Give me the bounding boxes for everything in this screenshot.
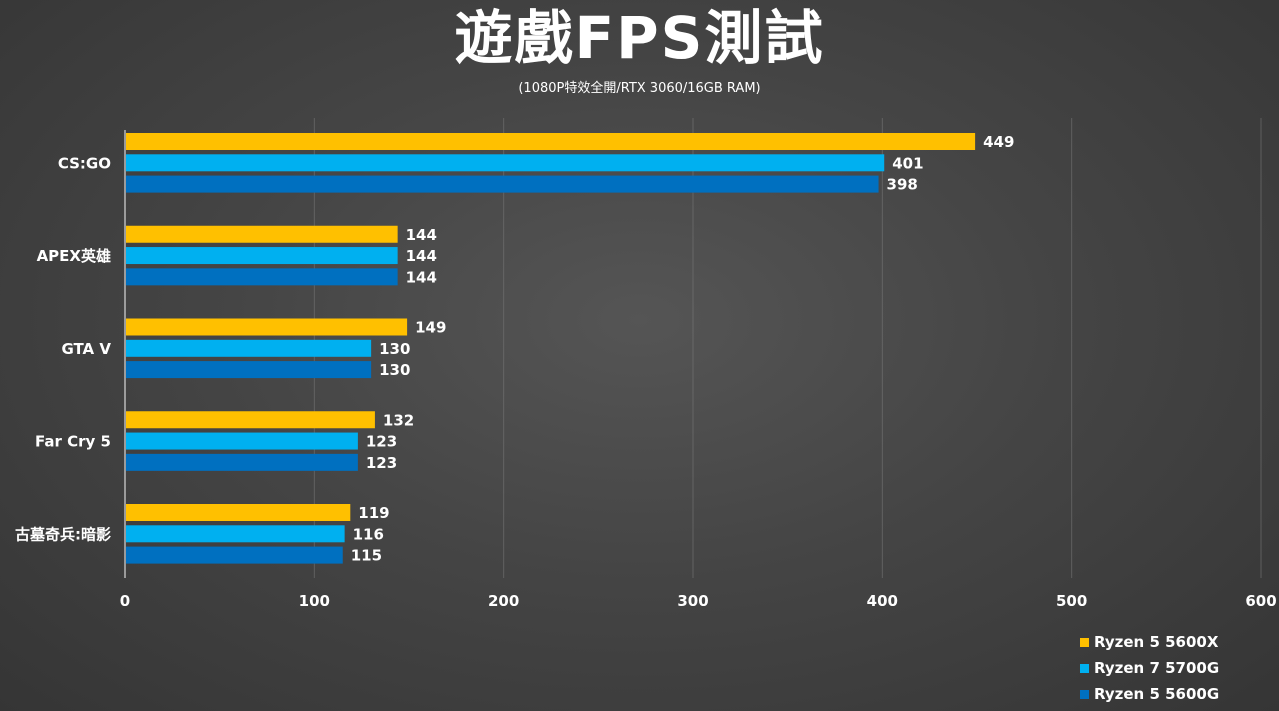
data-label-0-1: 401 xyxy=(892,154,923,172)
bar-1-2 xyxy=(126,268,398,286)
legend-item-0: Ryzen 5 5600X xyxy=(1080,629,1219,655)
x-tick-label-6: 600 xyxy=(1245,592,1276,610)
data-label-1-0: 144 xyxy=(406,226,437,244)
chart-title: 遊戲FPS測試 xyxy=(454,4,825,72)
data-label-4-0: 119 xyxy=(358,504,389,522)
data-label-4-2: 115 xyxy=(351,547,382,565)
legend-swatch-1 xyxy=(1080,663,1089,673)
x-tick-label-3: 300 xyxy=(677,592,708,610)
legend-item-2: Ryzen 5 5600G xyxy=(1080,681,1219,707)
data-label-3-1: 123 xyxy=(366,433,397,451)
category-label-4: 古墓奇兵:暗影 xyxy=(15,525,111,543)
chart-subtitle: (1080P特效全開/RTX 3060/16GB RAM) xyxy=(518,81,761,96)
data-label-4-1: 116 xyxy=(353,525,384,543)
data-label-2-1: 130 xyxy=(379,340,410,358)
bar-0-1 xyxy=(126,154,885,172)
legend-label-2: Ryzen 5 5600G xyxy=(1094,685,1220,703)
bar-4-1 xyxy=(126,525,345,543)
bar-0-2 xyxy=(126,175,879,193)
category-label-1: APEX英雄 xyxy=(37,247,111,265)
data-label-3-2: 123 xyxy=(366,454,397,472)
bar-1-1 xyxy=(126,247,398,265)
legend: Ryzen 5 5600X Ryzen 7 5700G Ryzen 5 5600… xyxy=(1080,629,1219,707)
data-label-0-0: 449 xyxy=(983,133,1014,151)
data-label-1-1: 144 xyxy=(406,247,437,265)
x-tick-label-0: 0 xyxy=(120,592,130,610)
category-label-3: Far Cry 5 xyxy=(35,433,111,451)
bar-2-0 xyxy=(126,318,408,336)
x-tick-label-4: 400 xyxy=(867,592,898,610)
data-label-3-0: 132 xyxy=(383,411,414,429)
legend-item-1: Ryzen 7 5700G xyxy=(1080,655,1219,681)
data-label-2-2: 130 xyxy=(379,361,410,379)
bar-4-0 xyxy=(126,504,351,521)
x-tick-label-2: 200 xyxy=(488,592,519,610)
legend-label-1: Ryzen 7 5700G xyxy=(1094,659,1220,677)
x-tick-label-5: 500 xyxy=(1056,592,1087,610)
bar-3-1 xyxy=(126,432,358,450)
bar-2-1 xyxy=(126,339,372,357)
category-label-0: CS:GO xyxy=(58,154,111,172)
x-tick-label-1: 100 xyxy=(299,592,330,610)
bar-3-0 xyxy=(126,411,375,429)
bar-4-2 xyxy=(126,546,343,564)
data-label-2-0: 149 xyxy=(415,319,446,337)
legend-swatch-0 xyxy=(1080,637,1089,647)
legend-label-0: Ryzen 5 5600X xyxy=(1094,633,1219,651)
data-label-0-2: 398 xyxy=(887,176,918,194)
category-label-2: GTA V xyxy=(61,340,111,358)
legend-swatch-2 xyxy=(1080,689,1089,699)
bar-3-2 xyxy=(126,453,358,471)
bar-1-0 xyxy=(126,225,398,243)
bar-2-2 xyxy=(126,361,372,379)
bar-0-0 xyxy=(126,133,976,150)
data-label-1-2: 144 xyxy=(406,268,437,286)
